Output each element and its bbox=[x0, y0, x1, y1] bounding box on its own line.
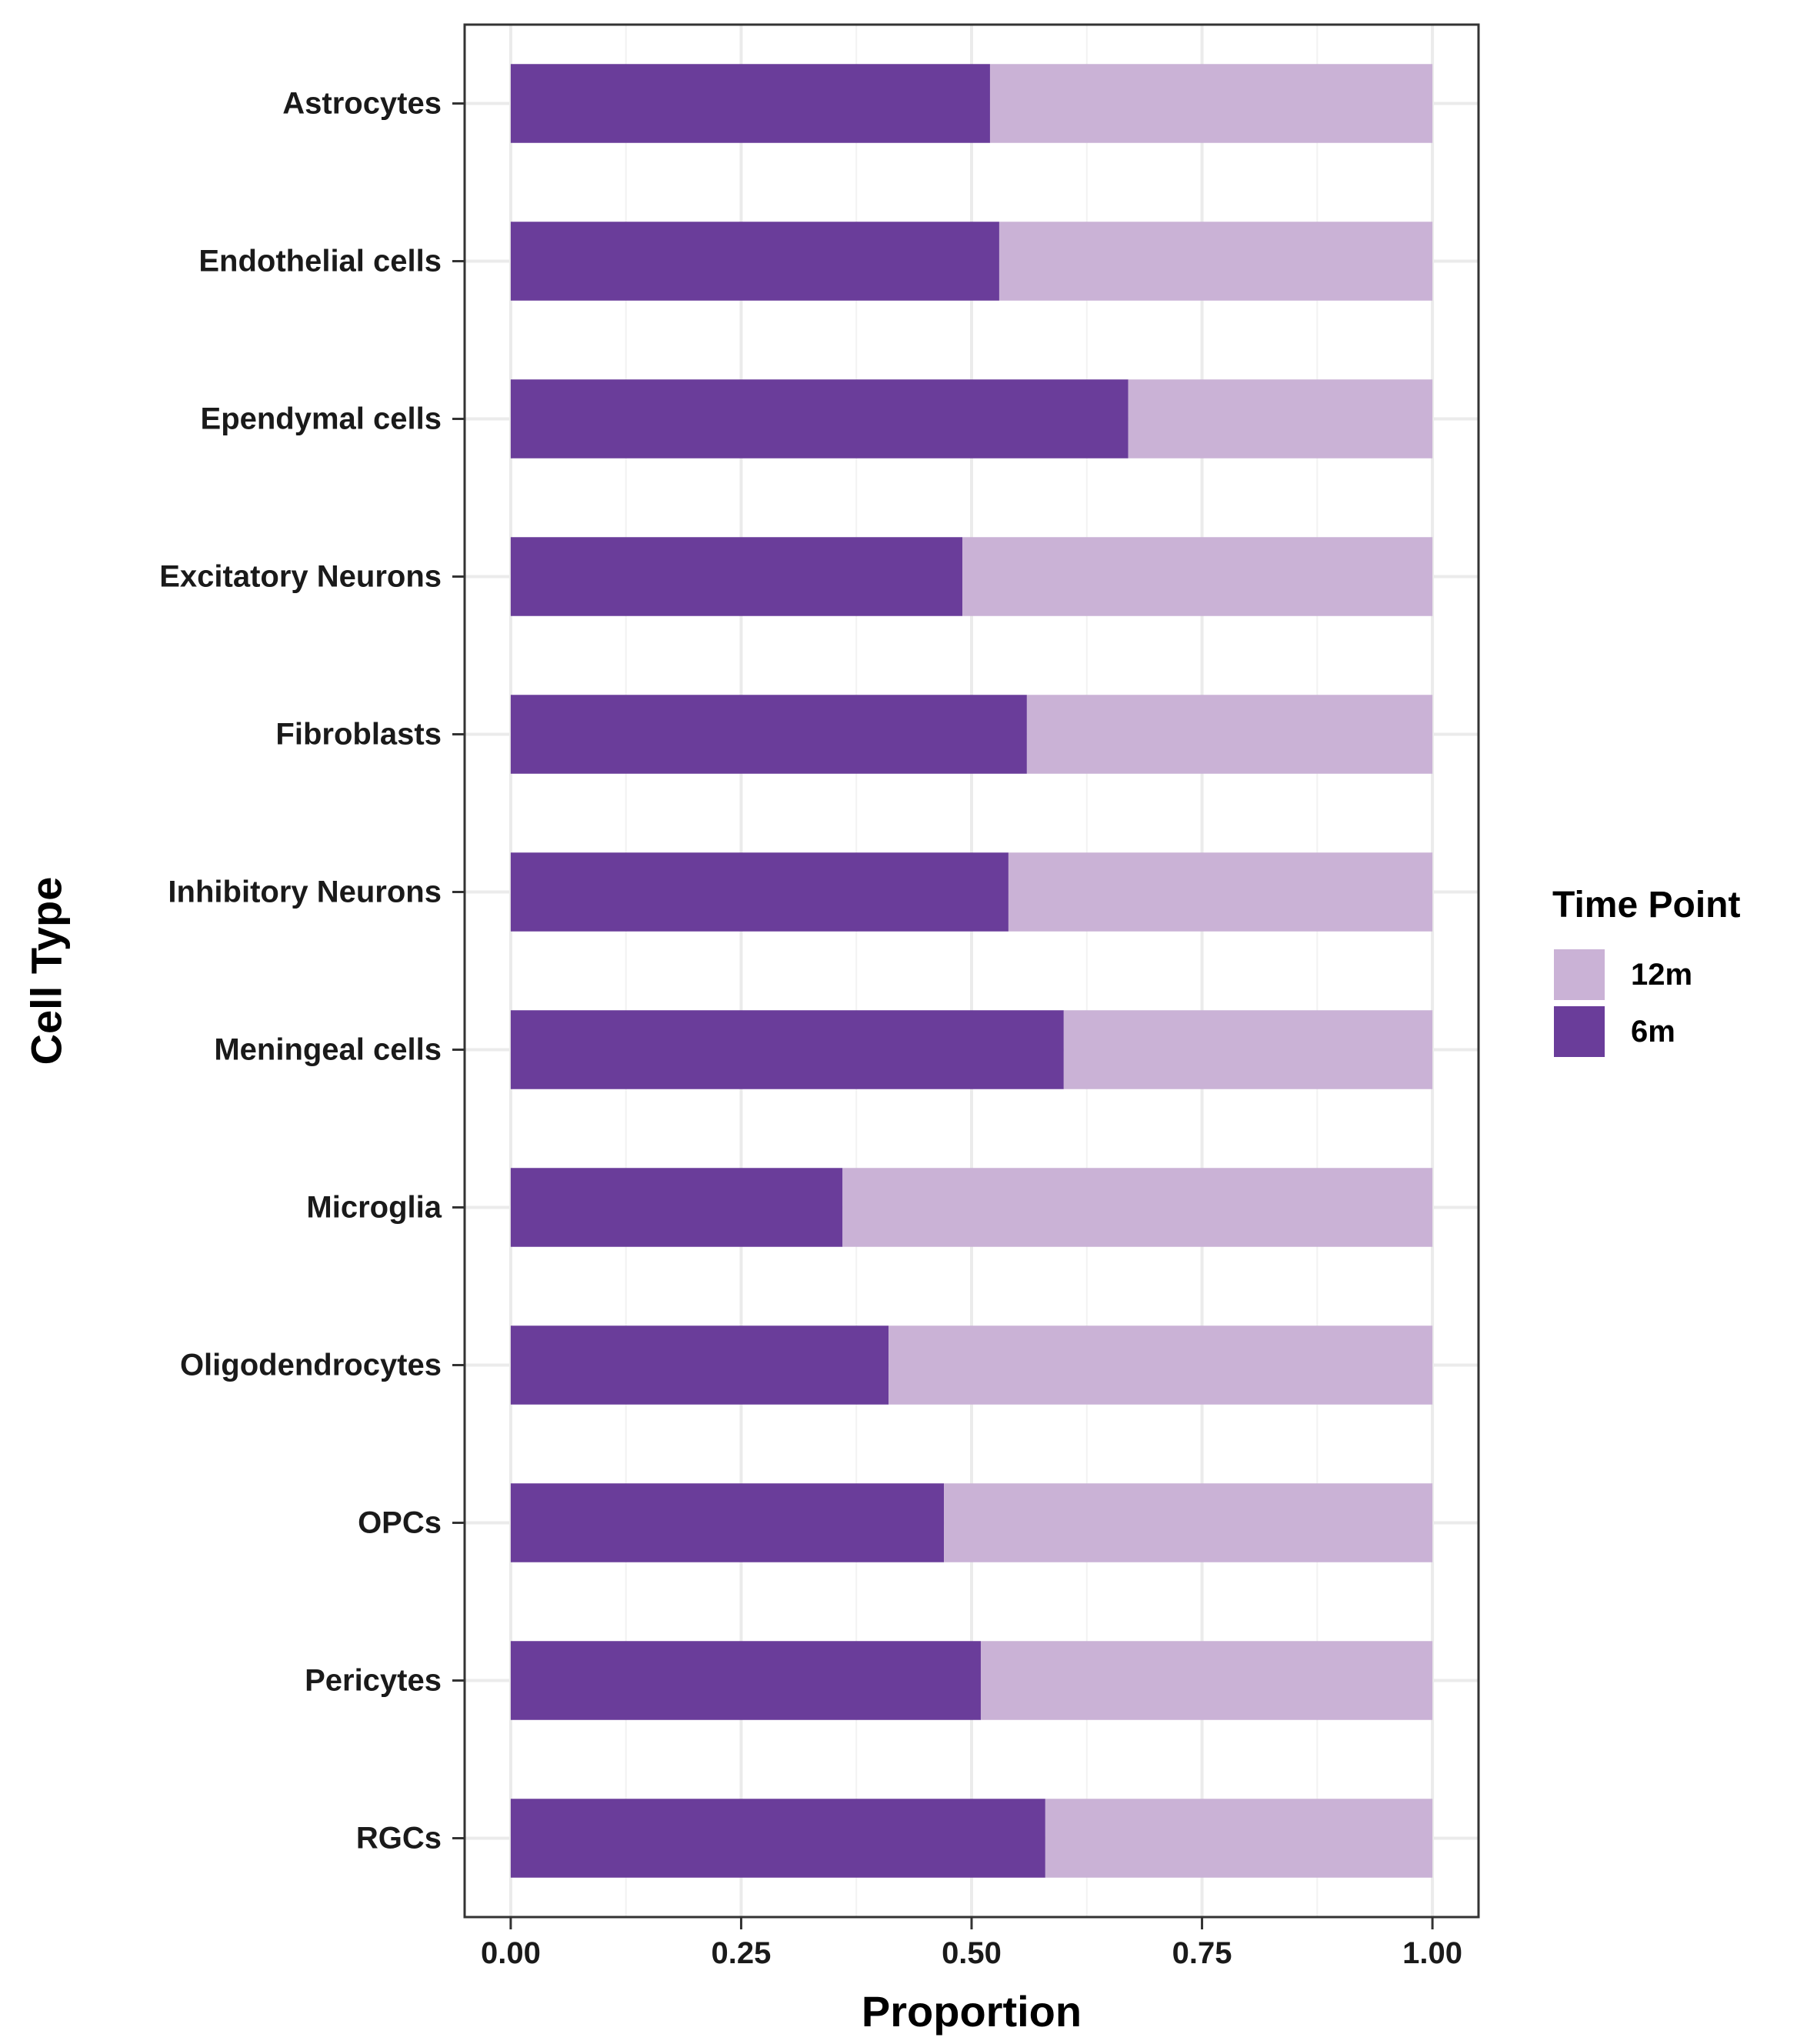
axes: Astrocytes Endothelial cells Ependymal cel… bbox=[159, 87, 1462, 1971]
bar-6m bbox=[510, 1325, 889, 1405]
legend-label: 6m bbox=[1631, 1015, 1675, 1049]
x-tick-label: 0.50 bbox=[942, 1936, 1002, 1970]
bar-12m bbox=[999, 222, 1433, 301]
y-tick-label: Oligodendrocytes bbox=[180, 1349, 442, 1382]
x-tick-label: 1.00 bbox=[1402, 1936, 1462, 1970]
bar-6m bbox=[510, 852, 1009, 932]
y-tick-label: Microglia bbox=[306, 1191, 442, 1225]
bar-12m bbox=[1008, 852, 1433, 932]
bar-6m bbox=[510, 379, 1129, 458]
bar-6m bbox=[510, 695, 1027, 774]
bar-6m bbox=[510, 537, 963, 616]
legend-swatch-6m bbox=[1554, 1006, 1605, 1057]
bar-6m bbox=[510, 1799, 1045, 1878]
bar-12m bbox=[1026, 695, 1433, 774]
y-tick-label: Ependymal cells bbox=[201, 402, 442, 436]
y-tick-label: Astrocytes bbox=[282, 87, 442, 121]
y-tick-label: Inhibitory Neurons bbox=[168, 875, 442, 909]
bar-6m bbox=[510, 1641, 981, 1720]
bar-6m bbox=[510, 1010, 1064, 1089]
legend-entries: 12m 6m bbox=[1554, 949, 1692, 1057]
y-axis-title: Cell Type bbox=[22, 877, 71, 1065]
x-tick-label: 0.00 bbox=[481, 1936, 541, 1970]
bar-12m bbox=[989, 64, 1433, 143]
bars bbox=[510, 64, 1433, 1878]
y-tick-label: OPCs bbox=[358, 1506, 442, 1540]
y-tick-label: Fibroblasts bbox=[275, 718, 442, 752]
y-tick-label: Excitatory Neurons bbox=[159, 560, 442, 594]
bar-12m bbox=[1128, 379, 1433, 458]
legend-swatch-12m bbox=[1554, 949, 1605, 1000]
y-tick-label: RGCs bbox=[356, 1822, 442, 1856]
bar-12m bbox=[980, 1641, 1433, 1720]
x-tick-label: 0.25 bbox=[712, 1936, 772, 1970]
legend-label: 12m bbox=[1631, 958, 1692, 992]
bar-6m bbox=[510, 1483, 945, 1562]
legend: Time Point 12m 6m bbox=[1552, 885, 1740, 1057]
x-tick-label: 0.75 bbox=[1172, 1936, 1232, 1970]
legend-title: Time Point bbox=[1552, 885, 1740, 925]
bar-6m bbox=[510, 1168, 843, 1247]
bar-12m bbox=[888, 1325, 1433, 1405]
bar-12m bbox=[962, 537, 1433, 616]
bar-12m bbox=[842, 1168, 1433, 1247]
bar-6m bbox=[510, 222, 999, 301]
x-axis-title: Proportion bbox=[862, 1987, 1082, 2036]
bar-12m bbox=[1045, 1799, 1433, 1878]
y-tick-label: Pericytes bbox=[305, 1664, 442, 1698]
y-tick-label: Meningeal cells bbox=[214, 1033, 442, 1067]
bar-12m bbox=[1063, 1010, 1433, 1089]
y-tick-label: Endothelial cells bbox=[198, 245, 442, 278]
bar-6m bbox=[510, 64, 990, 143]
bar-12m bbox=[944, 1483, 1433, 1562]
